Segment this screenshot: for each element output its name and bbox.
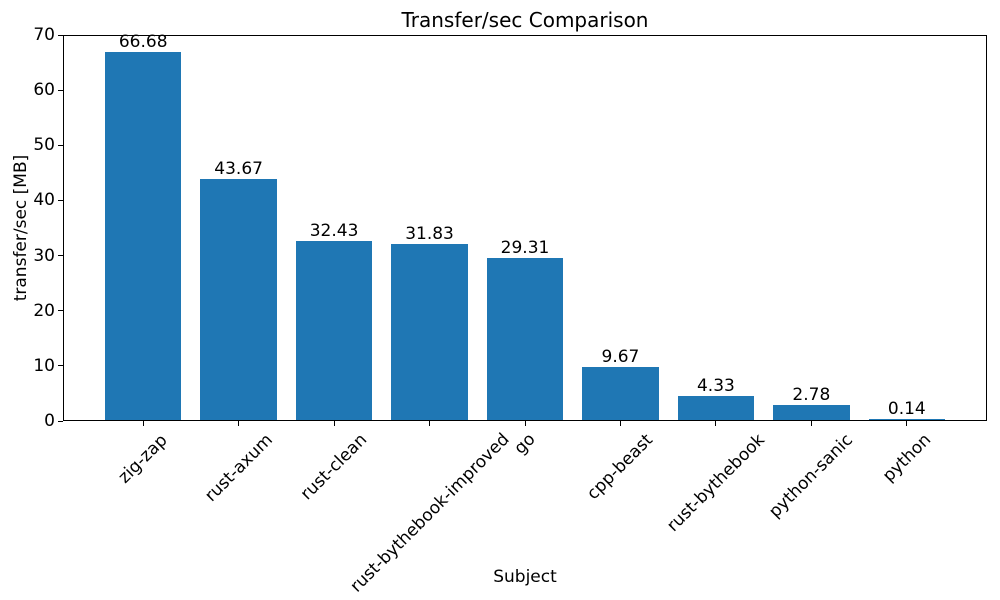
bar [582, 366, 659, 420]
bar-value-label: 31.83 [405, 224, 454, 245]
bar-value-label: 32.43 [309, 221, 359, 242]
x-tick-label: python [878, 429, 935, 487]
x-tick-mark [333, 421, 335, 426]
bar-value-label: 43.67 [214, 159, 263, 180]
y-tick-label: 20 [33, 300, 55, 321]
x-tick-label: python-sanic [765, 430, 858, 522]
bar [295, 241, 373, 420]
bar [773, 404, 850, 420]
bar [868, 419, 945, 420]
y-tick-label: 60 [33, 80, 55, 101]
x-tick-mark [142, 421, 144, 426]
y-axis-label: transfer/sec [MB] [11, 154, 31, 302]
bar [200, 179, 277, 420]
x-tick-mark [906, 421, 908, 426]
x-tick-label: cpp-beast [583, 429, 658, 504]
bar [391, 244, 468, 420]
bar [486, 258, 564, 420]
x-axis-label: Subject [493, 567, 557, 587]
bar-value-label: 66.68 [118, 32, 168, 53]
x-tick-mark [619, 421, 621, 426]
x-tick-label: zig-zap [114, 430, 172, 488]
y-tick-label: 70 [33, 25, 55, 45]
y-tick-mark [58, 34, 63, 36]
x-tick-mark [715, 421, 717, 426]
y-tick-label: 0 [44, 411, 55, 431]
x-tick-mark [238, 421, 240, 426]
x-tick-mark [429, 421, 431, 426]
plot-area [63, 35, 987, 421]
x-tick-mark [810, 421, 812, 426]
chart-title: Transfer/sec Comparison [401, 8, 649, 32]
y-tick-label: 10 [33, 355, 55, 376]
y-tick-mark [58, 89, 63, 91]
x-tick-label: rust-axum [200, 429, 277, 506]
bar-value-label: 29.31 [500, 238, 550, 259]
y-tick-label: 40 [33, 190, 55, 211]
x-tick-label: rust-clean [296, 429, 372, 505]
bar-value-label: 2.78 [792, 384, 831, 405]
x-tick-label: rust-bythebook [663, 430, 769, 536]
y-tick-label: 50 [33, 135, 55, 156]
y-tick-label: 30 [33, 245, 55, 266]
y-tick-mark [58, 255, 63, 257]
bar-value-label: 0.14 [887, 399, 926, 419]
bar-value-label: 9.67 [601, 346, 640, 367]
y-tick-mark [58, 365, 63, 367]
x-tick-label: go [510, 429, 540, 460]
y-tick-mark [58, 199, 63, 201]
bar [677, 396, 755, 420]
y-tick-mark [58, 144, 63, 146]
bar-value-label: 4.33 [696, 376, 735, 397]
x-tick-mark [524, 421, 526, 426]
bar [105, 52, 182, 420]
y-tick-mark [58, 420, 63, 422]
y-tick-mark [58, 310, 63, 312]
